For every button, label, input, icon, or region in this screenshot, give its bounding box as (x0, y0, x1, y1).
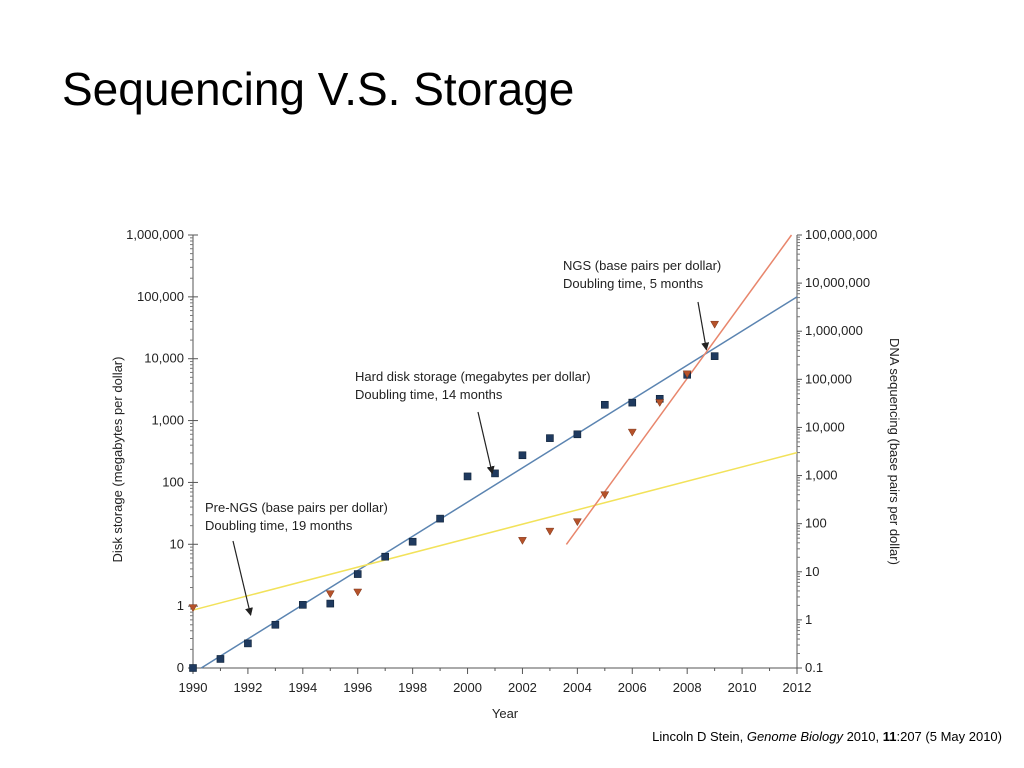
x-tick-label: 1998 (398, 680, 427, 695)
x-tick-label: 1992 (233, 680, 262, 695)
citation-pages-date: :207 (5 May 2010) (896, 729, 1002, 744)
citation-year: 2010, (842, 729, 883, 744)
pre-ngs-trend-line (192, 451, 798, 611)
dna-sequencing-point (682, 370, 692, 379)
disk-storage-point (573, 430, 582, 439)
y-right-tick-label: 0.1 (805, 660, 823, 675)
y-left-tick-label: 10 (170, 536, 184, 551)
data-points (188, 320, 720, 672)
dna-sequencing-point (325, 590, 335, 599)
annotations: NGS (base pairs per dollar) Doubling time… (205, 258, 721, 616)
y-right-tick-label: 100,000,000 (805, 227, 877, 242)
dna-sequencing-point (627, 428, 637, 437)
x-axis-label: Year (492, 706, 519, 721)
axes-layer: 0 1 10 100 1,000 10,000 100,000 1,000,000 0.1 1 10… (110, 227, 902, 721)
y-left-tick-label: 100,000 (137, 289, 184, 304)
citation-volume: 11 (882, 729, 897, 744)
y-left-tick-label: 1 (177, 598, 184, 613)
pre-ngs-annotation: Pre-NGS (base pairs per dollar) Doubling … (205, 500, 388, 616)
x-tick-label: 2004 (563, 680, 592, 695)
x-tick-label: 2008 (673, 680, 702, 695)
dna-sequencing-point (518, 537, 527, 545)
disk-storage-point (628, 398, 637, 407)
disk-storage-point (299, 601, 307, 609)
x-tick-label: 1990 (179, 680, 208, 695)
dna-sequencing-point (710, 320, 720, 329)
dna-sequencing-point (572, 518, 582, 527)
trend-lines (192, 234, 798, 669)
annotation-text: Doubling time, 14 months (355, 387, 503, 402)
y-right-tick-label: 10,000 (805, 419, 845, 434)
disk-storage-point (216, 655, 225, 663)
disk-storage-point (271, 620, 280, 629)
disk-storage-point (710, 352, 719, 360)
y-right-tick-label: 10,000,000 (805, 275, 870, 290)
disk-storage-point (189, 664, 197, 672)
annotation-text: Doubling time, 5 months (563, 276, 704, 291)
slide-title: Sequencing V.S. Storage (62, 63, 575, 115)
x-tick-label: 1994 (288, 680, 317, 695)
x-tick-label: 2010 (728, 680, 757, 695)
y-right-tick-label: 10 (805, 564, 819, 579)
annotation-arrow (232, 540, 253, 616)
y-left-tick-label: 0 (177, 660, 184, 675)
y-right-tick-label: 100,000 (805, 371, 852, 386)
citation-journal: Genome Biology (746, 729, 843, 744)
disk-storage-point (463, 472, 472, 481)
disk-storage-point (408, 537, 417, 546)
disk-storage-point (436, 514, 444, 523)
x-tick-label: 2000 (453, 680, 482, 695)
ngs-annotation: NGS (base pairs per dollar) Doubling time… (563, 258, 721, 351)
y-right-tick-label: 100 (805, 516, 827, 531)
y-right-axis-label: DNA sequencing (base pairs per dollar) (887, 338, 902, 565)
dna-sequencing-point (353, 588, 363, 597)
y-left-tick-label: 100 (162, 474, 184, 489)
dual-axis-log-chart: 0 1 10 100 1,000 10,000 100,000 1,000,000 0.1 1 10… (110, 227, 902, 721)
y-right-tick-label: 1 (805, 612, 812, 627)
annotation-arrow (477, 411, 495, 475)
dna-sequencing-point (188, 604, 198, 613)
disk-storage-point (546, 434, 554, 442)
y-left-tick-label: 10,000 (144, 351, 184, 366)
x-tick-label: 2012 (783, 680, 812, 695)
annotation-text: Hard disk storage (megabytes per dollar) (355, 369, 591, 384)
x-tick-label: 1996 (343, 680, 372, 695)
y-right-tick-label: 1,000 (805, 468, 838, 483)
disk-storage-point (244, 639, 252, 648)
hard-disk-annotation: Hard disk storage (megabytes per dollar)… (355, 369, 591, 475)
citation: Lincoln D Stein, Genome Biology 2010, 11… (652, 729, 1002, 744)
annotation-arrow (697, 301, 710, 351)
disk-storage-point (518, 451, 527, 460)
disk-storage-point (601, 400, 609, 409)
x-tick-label: 2002 (508, 680, 537, 695)
disk-storage-point (326, 599, 335, 608)
disk-storage-point (491, 469, 499, 478)
x-tick-label: 2006 (618, 680, 647, 695)
annotation-text: Doubling time, 19 months (205, 518, 353, 533)
annotation-text: Pre-NGS (base pairs per dollar) (205, 500, 388, 515)
annotation-text: NGS (base pairs per dollar) (563, 258, 721, 273)
dna-sequencing-point (545, 527, 555, 536)
disk-storage-point (353, 570, 362, 578)
dna-sequencing-point (600, 491, 610, 500)
disk-trend-line (200, 296, 798, 669)
citation-author: Lincoln D Stein, (652, 729, 747, 744)
y-right-tick-label: 1,000,000 (805, 323, 863, 338)
y-left-tick-label: 1,000 (151, 413, 184, 428)
disk-storage-point (381, 552, 389, 561)
y-left-axis-label: Disk storage (megabytes per dollar) (110, 357, 125, 563)
dna-sequencing-point (655, 399, 665, 408)
y-left-tick-label: 1,000,000 (126, 227, 184, 242)
